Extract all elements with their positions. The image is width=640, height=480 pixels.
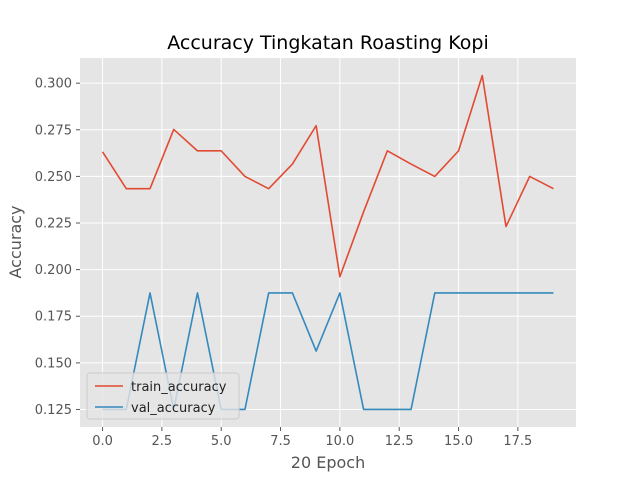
x-tick-label: 7.5 (270, 434, 291, 449)
x-tick-label: 5.0 (211, 434, 232, 449)
y-tick-label: 0.150 (35, 356, 72, 371)
legend: train_accuracy val_accuracy (86, 372, 240, 420)
y-tick-label: 0.250 (35, 170, 72, 185)
y-tick-label: 0.175 (35, 310, 72, 325)
plot-background (80, 58, 576, 427)
legend-box (86, 372, 240, 420)
y-tick-label: 0.300 (35, 77, 72, 92)
y-axis-label: Accuracy (6, 205, 25, 278)
legend-label-val: val_accuracy (131, 401, 216, 416)
grid (80, 58, 576, 427)
ticks: 0.0 2.5 5.0 7.5 10.0 12.5 15.0 17.5 0.125 0.150 0.… (35, 77, 533, 449)
x-tick-label: 15.0 (444, 434, 473, 449)
x-tick-label: 12.5 (385, 434, 414, 449)
x-tick-label: 10.0 (325, 434, 354, 449)
y-tick-label: 0.225 (35, 217, 72, 232)
chart-title: Accuracy Tingkatan Roasting Kopi (167, 32, 489, 54)
x-axis-label: 20 Epoch (291, 453, 365, 472)
x-tick-label: 0.0 (92, 434, 113, 449)
x-tick-label: 17.5 (503, 434, 532, 449)
x-tick-label: 2.5 (152, 434, 173, 449)
y-tick-label: 0.275 (35, 123, 72, 138)
y-tick-label: 0.125 (35, 403, 72, 418)
legend-label-train: train_accuracy (131, 380, 227, 395)
y-tick-label: 0.200 (35, 263, 72, 278)
series-line-train-accuracy (101, 74, 554, 278)
